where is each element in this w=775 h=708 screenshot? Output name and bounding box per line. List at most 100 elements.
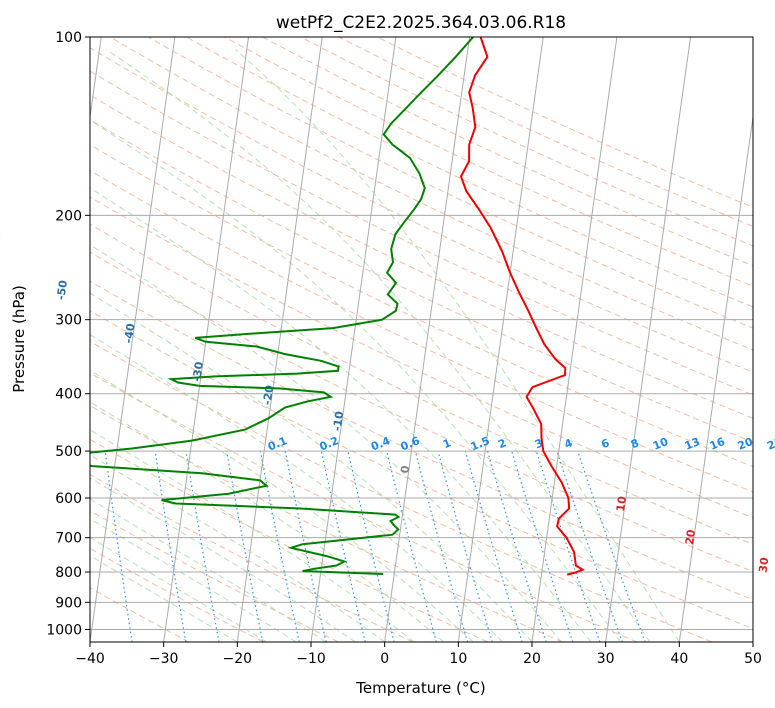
dry-adiabat-line	[148, 37, 753, 329]
mixing-ratio-label: 1	[441, 436, 453, 451]
y-axis-title: Pressure (hPa)	[10, 285, 28, 393]
moist-adiabat-line	[90, 334, 503, 642]
y-tick-label: 100	[55, 30, 82, 46]
moist-adiabats	[90, 49, 680, 642]
y-tick-label: 1000	[46, 622, 82, 638]
isotherm-label: -50	[54, 279, 70, 301]
x-axis-title: Temperature (°C)	[355, 679, 485, 697]
mixing-ratio-label: 2	[496, 436, 508, 451]
mixing-ratio-line	[486, 450, 547, 642]
mixing-ratio-line	[414, 450, 469, 642]
mixing-ratio-label: 10	[651, 435, 670, 453]
dry-adiabat-line	[90, 223, 753, 545]
isotherm-line	[90, 37, 176, 642]
y-axis: 100 200 300 400 500 600 700 800 900 1000	[46, 30, 90, 638]
isotherm-label: -30	[190, 361, 206, 383]
isotherm-label: -40	[122, 322, 138, 344]
chart-title: wetPf2_C2E2.2025.364.03.06.R18	[276, 13, 566, 33]
dry-adiabat-line	[90, 144, 753, 468]
x-axis: −40 −30 −20 −10 0 10 20 30 40 50	[75, 642, 762, 667]
dry-adiabat-line	[90, 47, 753, 373]
moist-adiabat-line	[90, 244, 562, 642]
isotherm-label: -20	[261, 384, 277, 406]
isotherm-label: 0	[398, 464, 412, 474]
x-tick-label: −20	[223, 651, 253, 667]
isotherm-line	[605, 37, 692, 642]
isotherm-label: -60	[0, 228, 3, 250]
dry-adiabat-line	[90, 251, 753, 573]
mixing-ratio-label: 8	[629, 436, 641, 451]
dry-adiabat-line	[262, 37, 753, 267]
dry-adiabat-line	[90, 70, 753, 396]
mixing-ratio-label: 13	[683, 435, 702, 453]
temperature-line	[459, 37, 585, 576]
mixing-ratio-label: 20	[736, 435, 755, 453]
mixing-ratio-label: 16	[708, 435, 727, 453]
y-tick-label: 900	[55, 595, 82, 611]
mixing-ratio-line	[154, 451, 187, 642]
moist-adiabat-line	[90, 119, 621, 642]
moist-adiabat-line	[90, 555, 238, 642]
dry-adiabat-line	[90, 169, 753, 493]
y-tick-label: 600	[55, 491, 82, 507]
y-tick-label: 400	[55, 387, 82, 403]
mixing-ratio-line	[511, 450, 574, 642]
isotherm-line	[384, 37, 471, 642]
dry-adiabat-line	[90, 310, 753, 630]
mixing-ratio-line	[185, 451, 220, 642]
dry-adiabat-line	[300, 37, 753, 247]
moist-adiabat-label: 10	[614, 495, 629, 512]
y-tick-label: 200	[55, 208, 82, 224]
dry-adiabat-line	[186, 37, 753, 308]
dry-adiabat-line	[90, 405, 563, 642]
moist-adiabat-line	[106, 49, 651, 642]
isotherm-line	[457, 37, 544, 642]
isotherm-line	[531, 37, 618, 642]
x-tick-label: −40	[75, 651, 105, 667]
x-tick-label: −10	[296, 651, 326, 667]
x-tick-label: 10	[449, 651, 467, 667]
y-tick-label: 700	[55, 531, 82, 547]
moist-adiabat-line	[90, 292, 533, 642]
dry-adiabat-line	[376, 37, 753, 208]
mixing-ratio-line	[464, 450, 523, 642]
moist-adiabat-line	[235, 49, 680, 642]
moist-adiabat-line	[90, 429, 415, 642]
x-tick-label: −30	[149, 651, 179, 667]
x-tick-label: 40	[670, 651, 688, 667]
isotherm-line	[678, 113, 753, 642]
x-tick-label: 50	[744, 651, 762, 667]
y-tick-label: 500	[55, 444, 82, 460]
dry-adiabat-line	[90, 94, 753, 419]
isotherm-label: -10	[331, 410, 347, 432]
moist-adiabat-line	[90, 369, 474, 642]
moist-adiabat-line	[90, 537, 268, 642]
dry-adiabat-line	[90, 438, 488, 642]
isotherm-grid	[90, 37, 753, 642]
moist-adiabat-line	[90, 187, 592, 642]
x-tick-label: 30	[597, 651, 615, 667]
mixing-ratio-label: 25	[765, 435, 775, 453]
dry-adiabats	[90, 37, 753, 642]
dry-adiabat-line	[90, 473, 414, 642]
plot-frame	[89, 36, 754, 643]
background-lines	[90, 37, 753, 642]
moist-adiabat-label: 30	[756, 556, 771, 573]
moist-adiabat-label: 20	[683, 528, 698, 545]
plot-background	[90, 37, 753, 642]
dry-adiabat-line	[224, 37, 753, 287]
dry-adiabat-line	[90, 119, 753, 443]
isotherm-line	[163, 37, 250, 642]
x-tick-label: 0	[380, 651, 389, 667]
isobar-grid	[90, 37, 753, 630]
y-tick-label: 800	[55, 565, 82, 581]
moist-adiabat-line	[90, 401, 444, 642]
dry-adiabat-line	[90, 280, 753, 601]
dry-adiabat-line	[109, 37, 753, 351]
moist-adiabat-line	[90, 454, 385, 642]
moist-adiabat-line	[90, 518, 297, 642]
y-tick-label: 300	[55, 313, 82, 329]
sounding-profiles	[90, 37, 585, 576]
dry-adiabat-line	[338, 37, 753, 227]
